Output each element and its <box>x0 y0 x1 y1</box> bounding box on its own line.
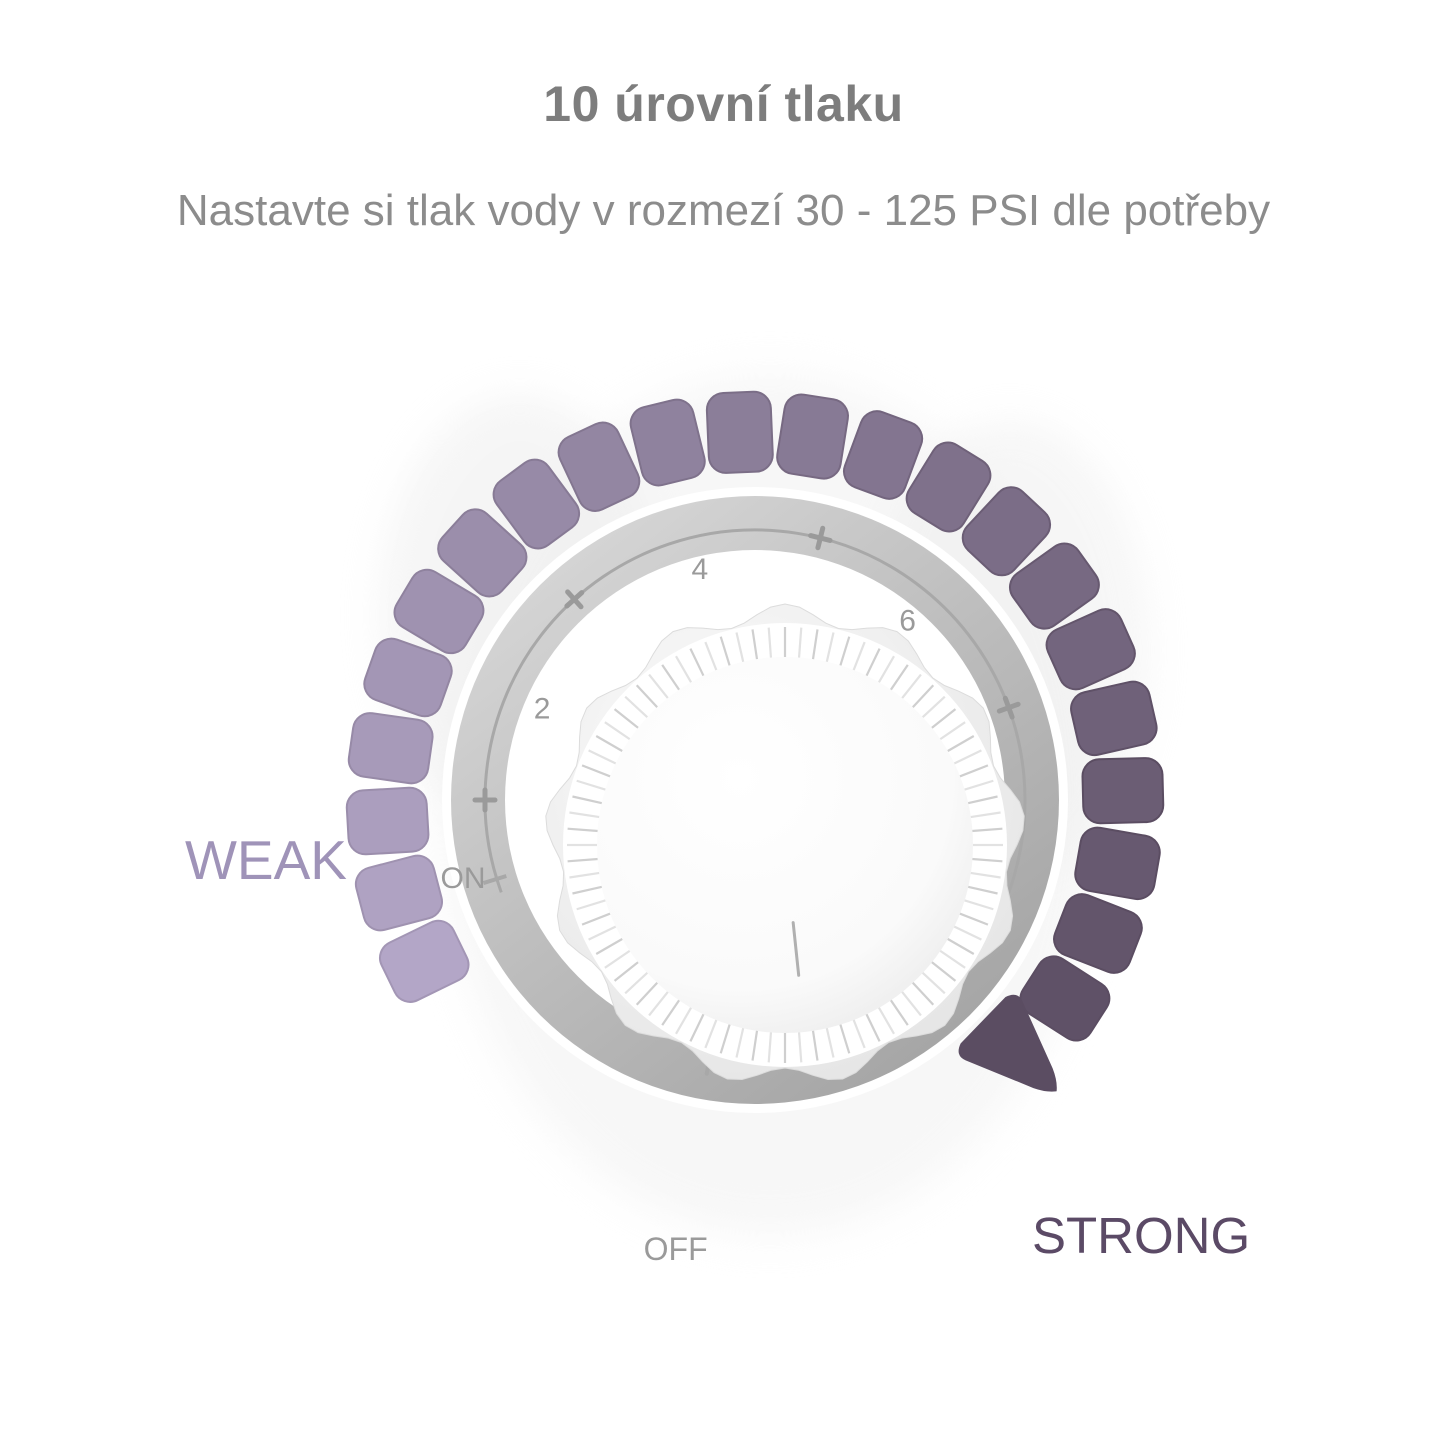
svg-text:2: 2 <box>534 692 551 725</box>
svg-text:6: 6 <box>899 605 916 638</box>
svg-text:WEAK: WEAK <box>185 829 347 891</box>
svg-text:ON: ON <box>441 862 486 895</box>
svg-text:STRONG: STRONG <box>1032 1207 1250 1264</box>
svg-text:OFF: OFF <box>644 1231 708 1267</box>
svg-text:4: 4 <box>691 553 708 586</box>
